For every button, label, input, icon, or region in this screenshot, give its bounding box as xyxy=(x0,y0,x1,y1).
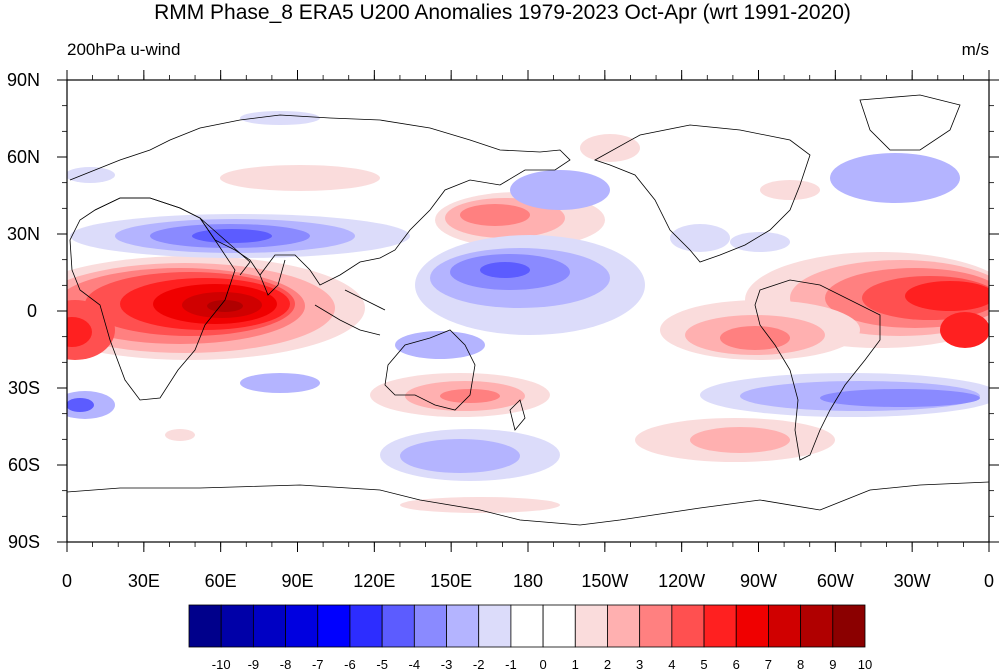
latitude-labels: 90N 60N 30N 0 30S 60S 90S xyxy=(7,70,40,552)
colorbar-label: -10 xyxy=(212,657,231,672)
lat-label: 60N xyxy=(7,147,40,167)
colorbar-label: 1 xyxy=(572,657,579,672)
colorbar-swatch xyxy=(768,604,802,648)
colorbar-swatch xyxy=(188,604,222,648)
colorbar-label: -3 xyxy=(441,657,453,672)
colorbar-label: 5 xyxy=(700,657,707,672)
colorbar-swatch xyxy=(349,604,383,648)
colorbar-label: -9 xyxy=(248,657,260,672)
lat-label: 0 xyxy=(27,301,37,321)
colorbar-swatch xyxy=(381,604,415,648)
axis-ticks xyxy=(57,70,999,552)
lon-label: 60W xyxy=(817,571,854,591)
colorbar-swatch xyxy=(478,604,512,648)
lon-label: 0 xyxy=(62,571,72,591)
lon-label: 30W xyxy=(894,571,931,591)
colorbar-label: 2 xyxy=(604,657,611,672)
lon-label: 120W xyxy=(658,571,705,591)
lat-label: 30S xyxy=(8,378,40,398)
colorbar-label: 8 xyxy=(797,657,804,672)
chart-title: RMM Phase_8 ERA5 U200 Anomalies 1979-202… xyxy=(154,1,851,24)
anomaly-field xyxy=(67,111,989,513)
colorbar-swatch xyxy=(510,604,544,648)
colorbar-label: -1 xyxy=(505,657,517,672)
colorbar-label: 9 xyxy=(829,657,836,672)
colorbar-swatch xyxy=(317,604,351,648)
longitude-labels: 0 30E 60E 90E 120E 150E 180 150W 120W 90W 60W 30W 0 xyxy=(62,571,994,591)
colorbar-swatch xyxy=(542,604,576,648)
lon-label: 90E xyxy=(281,571,313,591)
colorbar-swatch xyxy=(639,604,673,648)
lat-label: 90S xyxy=(8,532,40,552)
colorbar-swatch xyxy=(413,604,447,648)
colorbar-swatch xyxy=(735,604,769,648)
colorbar-swatch xyxy=(446,604,480,648)
lon-label: 180 xyxy=(513,571,543,591)
colorbar-label: 4 xyxy=(668,657,675,672)
colorbar-label: 10 xyxy=(858,657,872,672)
lon-label: 30E xyxy=(128,571,160,591)
lon-label: 60E xyxy=(205,571,237,591)
colorbar-label: 3 xyxy=(636,657,643,672)
colorbar-swatch xyxy=(607,604,641,648)
colorbar: -10 -9 -8 -7 -6 -5 -4 -3 -2 -1 0 1 2 3 4 5 6 7 8 9 10 xyxy=(188,604,872,672)
colorbar-swatch xyxy=(574,604,608,648)
lon-label: 90W xyxy=(740,571,777,591)
colorbar-label: -2 xyxy=(473,657,485,672)
lat-label: 60S xyxy=(8,455,40,475)
colorbar-label: -4 xyxy=(409,657,421,672)
lon-label: 0 xyxy=(984,571,994,591)
colorbar-swatch xyxy=(832,604,866,648)
colorbar-swatch xyxy=(703,604,737,648)
variable-label: 200hPa u-wind xyxy=(67,40,181,59)
colorbar-swatch xyxy=(252,604,286,648)
colorbar-swatch xyxy=(220,604,254,648)
colorbar-label: -8 xyxy=(280,657,292,672)
lon-label: 120E xyxy=(353,571,395,591)
lon-label: 150E xyxy=(430,571,472,591)
lat-label: 30N xyxy=(7,224,40,244)
colorbar-label: 7 xyxy=(765,657,772,672)
colorbar-label: -6 xyxy=(344,657,356,672)
colorbar-swatch xyxy=(671,604,705,648)
units-label: m/s xyxy=(961,40,989,59)
colorbar-label: 0 xyxy=(539,657,546,672)
coastlines xyxy=(67,94,989,526)
colorbar-label: -5 xyxy=(376,657,388,672)
lat-label: 90N xyxy=(7,70,40,90)
colorbar-swatch xyxy=(285,604,319,648)
colorbar-label: 6 xyxy=(733,657,740,672)
colorbar-label: -7 xyxy=(312,657,324,672)
colorbar-swatch xyxy=(800,604,834,648)
lon-label: 150W xyxy=(581,571,628,591)
